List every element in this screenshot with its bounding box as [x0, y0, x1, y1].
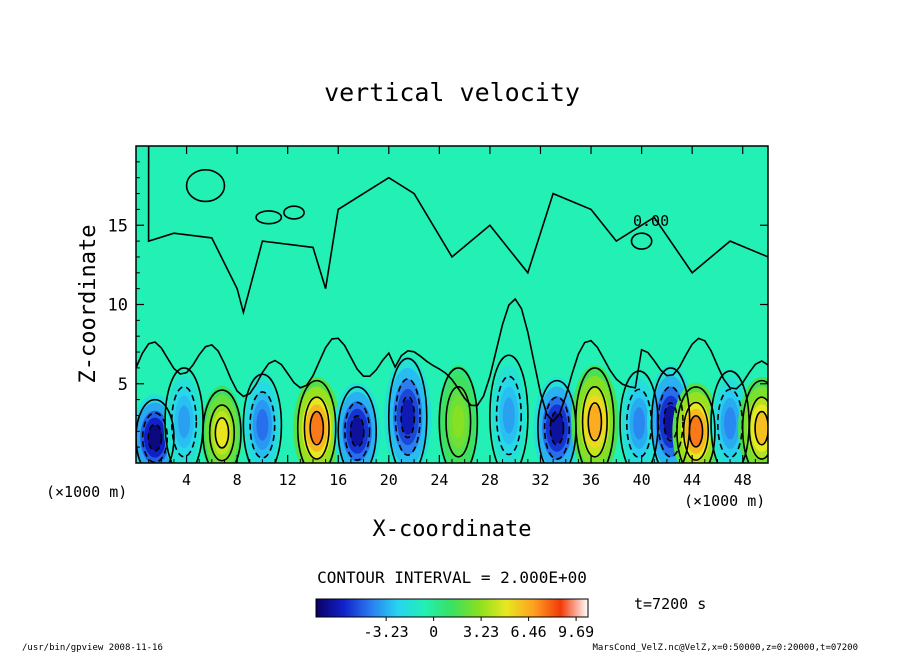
contour-line — [495, 375, 522, 456]
y-tick-label: 15 — [108, 216, 128, 236]
convective-cell — [384, 356, 432, 463]
contour-line — [657, 385, 684, 458]
x-tick-label: 28 — [481, 471, 499, 489]
zero-contour — [136, 297, 768, 423]
contour-line — [249, 391, 276, 459]
contour-loop — [283, 205, 305, 220]
contour-line — [208, 404, 236, 462]
y-axis: 5 10 15 — [108, 161, 768, 448]
x-tick-label: 20 — [380, 471, 398, 489]
contour-line — [682, 401, 710, 461]
contour-line — [136, 398, 175, 463]
contour-line — [387, 357, 428, 463]
x-tick-label: 8 — [233, 471, 242, 489]
contour-line — [309, 410, 325, 446]
x-axis: 4 8 12 16 20 24 28 32 36 40 44 48 — [148, 146, 756, 489]
contour-line — [688, 414, 704, 448]
contour-line — [587, 402, 603, 442]
colorbar — [316, 599, 588, 617]
colorbar-ticks: -3.23 0 3.23 6.46 9.69 — [364, 617, 594, 641]
contour-line — [147, 423, 163, 452]
x-tick-label: 16 — [329, 471, 347, 489]
x-axis-label: X-coordinate — [373, 517, 532, 542]
cell-level — [350, 417, 365, 446]
contour-line — [394, 378, 421, 456]
x-units-right: (×1000 m) — [684, 492, 765, 510]
cell-level — [452, 405, 465, 439]
contour-line — [296, 379, 337, 463]
contour-loop — [185, 168, 226, 203]
contour-line — [619, 370, 659, 463]
contour-line — [575, 367, 615, 463]
cell-level — [633, 407, 646, 440]
cell-level — [309, 413, 324, 444]
x-tick-label: 40 — [633, 471, 651, 489]
x-tick-label: 36 — [582, 471, 600, 489]
cell-level — [147, 424, 162, 451]
convective-cell — [333, 382, 381, 463]
convective-cell — [488, 353, 530, 463]
x-units-left: (×1000 m) — [46, 483, 127, 501]
contour-line — [549, 410, 565, 446]
contour-value-label: 0.00 — [633, 212, 669, 230]
convective-cell — [201, 385, 243, 463]
y-tick-label: 5 — [118, 375, 128, 395]
convective-cell — [437, 365, 479, 463]
contour-line — [650, 367, 691, 463]
contour-line — [741, 379, 768, 463]
chart-title: vertical velocity — [324, 78, 580, 107]
contour-line — [676, 386, 716, 463]
colorbar-tick-label: 9.69 — [558, 623, 594, 641]
cell-level — [502, 397, 515, 434]
contour-line — [349, 414, 365, 448]
colorbar-tick-label: 3.23 — [463, 623, 499, 641]
footer-left: /usr/bin/gpview 2008-11-16 — [22, 643, 163, 653]
x-tick-label: 44 — [683, 471, 701, 489]
x-tick-label: 4 — [182, 471, 191, 489]
contour-line — [748, 396, 768, 460]
convective-cell — [533, 376, 581, 463]
cell-level — [724, 407, 737, 440]
x-tick-label: 12 — [279, 471, 297, 489]
cell-level — [178, 405, 191, 439]
contour-line — [438, 367, 479, 463]
contour-line — [214, 417, 230, 449]
cell-level — [215, 418, 228, 447]
contour-line — [445, 385, 472, 458]
x-tick-label: 48 — [734, 471, 752, 489]
contour-line — [141, 412, 169, 463]
colorbar-tick-label: -3.23 — [364, 623, 409, 641]
cell-level — [400, 399, 415, 435]
cell-level — [587, 405, 602, 439]
x-tick-label: 24 — [430, 471, 448, 489]
cell-level — [688, 417, 703, 446]
y-tick-label: 10 — [108, 296, 128, 316]
footer-right: MarsCond_VelZ.nc@VelZ,x=0:50000,z=0:2000… — [592, 643, 858, 653]
time-label: t=7200 s — [634, 595, 706, 613]
cell-level — [754, 413, 768, 444]
colorbar-tick-label: 0 — [429, 623, 438, 641]
y-axis-label: Z-coordinate — [76, 225, 101, 384]
x-tick-label: 32 — [531, 471, 549, 489]
contour-layer — [136, 146, 768, 463]
colorbar-tick-label: 6.46 — [511, 623, 547, 641]
upper-contour — [147, 146, 768, 316]
cell-level — [256, 409, 269, 441]
contour-line — [337, 386, 377, 463]
contour-loop — [630, 232, 653, 250]
convective-cell — [293, 376, 341, 463]
contour-line — [489, 354, 529, 463]
contour-loop — [255, 210, 283, 225]
contour-line — [754, 410, 768, 446]
contour-line — [581, 385, 608, 458]
contour-line — [202, 389, 242, 463]
contour-line — [400, 395, 416, 439]
contour-line — [170, 385, 198, 458]
contour-line — [344, 401, 371, 461]
contour-line — [543, 396, 571, 460]
contour-interval: CONTOUR INTERVAL = 2.000E+00 — [317, 568, 587, 587]
colorbar-frame — [315, 598, 589, 618]
contour-line — [303, 396, 330, 460]
